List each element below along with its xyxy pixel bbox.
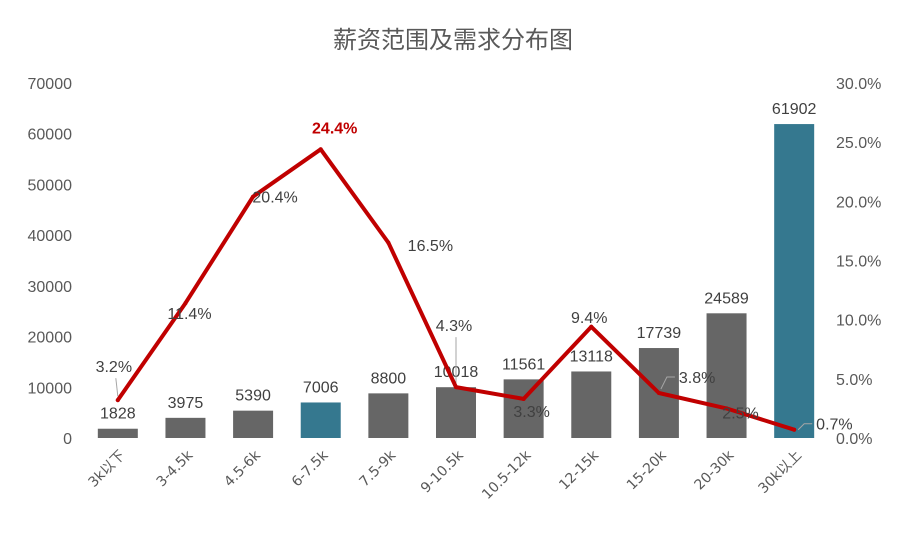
percent-label: 3.3% [513, 404, 549, 421]
category-label: 3-4.5k [154, 447, 197, 490]
percent-label: 9.4% [571, 310, 607, 327]
bar-value-label: 61902 [772, 101, 817, 118]
left-axis-tick: 70000 [28, 76, 73, 93]
leader-line [115, 378, 119, 397]
bar [165, 417, 206, 438]
line-point [318, 147, 323, 152]
percent-label: 0.7% [816, 417, 852, 434]
bar [571, 371, 612, 438]
category-labels: 3k以下 3-4.5k 4.5-6k 6-7.5k 7.5-9k 9-10.5k 10.5-… [86, 447, 806, 503]
bar [503, 379, 544, 438]
bar [233, 410, 274, 438]
bar-series [97, 124, 815, 439]
bar-value-label: 7006 [303, 379, 339, 396]
line-point [724, 406, 729, 411]
line-series [115, 147, 797, 432]
line-point [792, 427, 797, 432]
percent-labels: 3.2% 11.4% 20.4% 24.4% 16.5% 4.3% 3.3% 9.4% 3.8%… [96, 120, 853, 433]
left-axis-tick: 20000 [28, 330, 73, 347]
line-point [251, 194, 256, 199]
left-axis-tick: 30000 [28, 279, 73, 296]
chart-title: 薪资范围及需求分布图 [333, 26, 573, 54]
bar-value-label: 3975 [168, 395, 204, 412]
leader-line [797, 423, 813, 431]
bar-value-label: 13118 [570, 348, 613, 365]
line-point [656, 391, 661, 396]
category-label: 30k以上 [756, 448, 805, 497]
line-point [589, 324, 594, 329]
right-axis-tick: 5.0% [836, 372, 872, 389]
bar-value-label: 11561 [502, 356, 545, 373]
right-axis-tick: 25.0% [836, 135, 881, 152]
peak-percent-label: 24.4% [312, 120, 357, 137]
bar [436, 387, 476, 438]
bar [300, 402, 341, 438]
category-label: 12-15k [556, 447, 602, 493]
leader-line [660, 376, 675, 390]
right-axis-tick: 0.0% [836, 431, 872, 448]
bar-value-label: 1828 [100, 406, 136, 423]
line-point [386, 240, 391, 245]
bar [774, 124, 815, 439]
bar [368, 393, 409, 438]
right-axis-tick: 30.0% [836, 76, 881, 93]
percent-label: 2.5% [722, 405, 758, 422]
percent-label: 20.4% [252, 190, 297, 207]
category-label: 9-10.5k [418, 447, 468, 497]
line-point [183, 301, 188, 306]
left-axis-tick: 60000 [28, 127, 73, 144]
left-axis-tick: 0 [63, 431, 72, 448]
category-label: 4.5-6k [221, 447, 264, 490]
line-point [454, 385, 458, 390]
leader-lines [115, 337, 813, 431]
bar-value-label: 17739 [637, 325, 682, 342]
left-axis-tick: 40000 [28, 228, 73, 245]
category-label: 15-20k [624, 447, 670, 493]
percent-label: 16.5% [408, 238, 453, 255]
percent-label: 4.3% [436, 318, 472, 335]
right-axis: 0.0% 5.0% 10.0% 15.0% 20.0% 25.0% 30.0% [836, 76, 881, 448]
category-label: 20-30k [692, 447, 738, 493]
right-axis-tick: 20.0% [836, 194, 881, 211]
category-label: 7.5-9k [357, 447, 400, 490]
bar-value-label: 24589 [704, 290, 749, 307]
right-axis-tick: 15.0% [836, 254, 881, 271]
right-axis-tick: 10.0% [836, 313, 881, 330]
category-label: 3k以下 [86, 448, 129, 491]
left-axis-tick: 10000 [28, 380, 73, 397]
category-label: 6-7.5k [289, 447, 332, 490]
percent-label: 3.8% [679, 370, 715, 387]
category-label: 10.5-12k [479, 447, 535, 503]
left-axis-tick: 50000 [28, 177, 73, 194]
percent-label: 3.2% [96, 359, 132, 376]
left-axis: 0 10000 20000 30000 40000 50000 60000 70000 [28, 76, 73, 448]
bar [706, 313, 747, 438]
line-point [521, 396, 526, 401]
percent-label: 11.4% [167, 306, 211, 323]
bar [97, 428, 138, 438]
bar-value-label: 8800 [371, 370, 407, 387]
bar-value-label: 5390 [235, 388, 271, 405]
line-point [115, 398, 120, 403]
